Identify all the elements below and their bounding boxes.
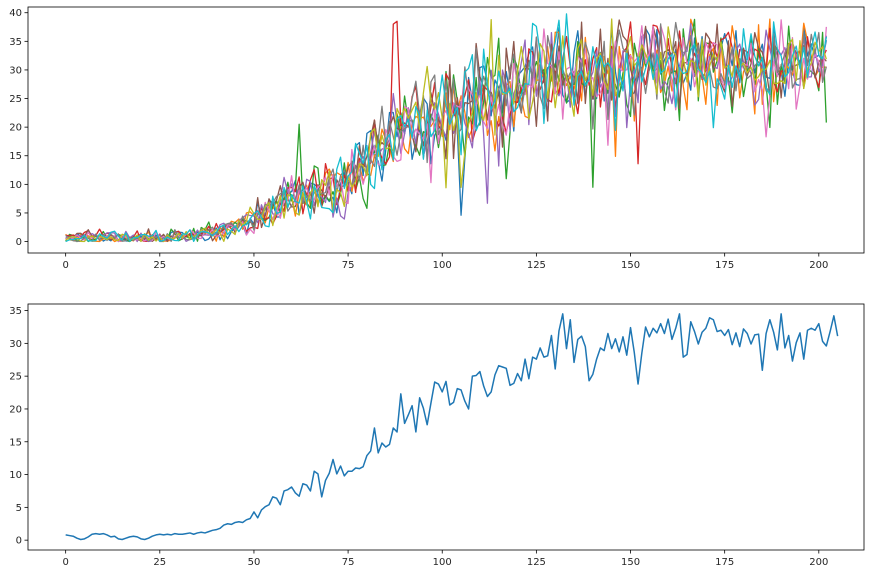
x-tick-label: 25 bbox=[153, 557, 166, 568]
x-tick-label: 75 bbox=[342, 260, 355, 271]
y-tick-label: 10 bbox=[9, 180, 22, 191]
x-tick-label: 200 bbox=[809, 260, 828, 271]
x-tick-label: 175 bbox=[715, 557, 734, 568]
x-tick-label: 0 bbox=[62, 557, 68, 568]
y-tick-label: 30 bbox=[9, 65, 22, 76]
y-tick-label: 5 bbox=[16, 208, 22, 219]
y-tick-label: 15 bbox=[9, 437, 22, 448]
bottom-y-axis: 0 5 10 15 20 25 30 35 bbox=[9, 306, 28, 547]
y-tick-label: 25 bbox=[9, 372, 22, 383]
x-tick-label: 100 bbox=[433, 557, 452, 568]
y-tick-label: 5 bbox=[16, 503, 22, 514]
x-tick-label: 50 bbox=[248, 557, 261, 568]
x-tick-label: 100 bbox=[433, 260, 452, 271]
top-chart-panel: 0 25 50 75 100 125 150 175 200 0 5 10 15 20 25 30 35 40 bbox=[9, 6, 865, 271]
x-tick-label: 125 bbox=[527, 260, 546, 271]
y-tick-label: 20 bbox=[9, 404, 22, 415]
y-tick-label: 15 bbox=[9, 151, 22, 162]
top-y-axis: 0 5 10 15 20 25 30 35 40 bbox=[9, 8, 28, 248]
x-tick-label: 0 bbox=[62, 260, 68, 271]
bottom-axes-frame bbox=[27, 303, 865, 551]
y-tick-label: 10 bbox=[9, 470, 22, 481]
x-tick-label: 200 bbox=[809, 557, 828, 568]
y-tick-label: 0 bbox=[16, 536, 22, 547]
x-tick-label: 25 bbox=[153, 260, 166, 271]
y-tick-label: 25 bbox=[9, 94, 22, 105]
mean-score-line bbox=[65, 313, 839, 541]
x-tick-label: 125 bbox=[527, 557, 546, 568]
bottom-plot-area bbox=[65, 313, 839, 541]
x-tick-label: 150 bbox=[621, 260, 640, 271]
y-tick-label: 30 bbox=[9, 339, 22, 350]
bottom-chart-panel: 0 25 50 75 100 125 150 175 200 0 5 10 15 20 25 30 35 bbox=[9, 303, 865, 568]
x-tick-label: 175 bbox=[715, 260, 734, 271]
y-tick-label: 20 bbox=[9, 123, 22, 134]
top-axes-frame bbox=[27, 6, 865, 254]
y-tick-label: 35 bbox=[9, 306, 22, 317]
series-line-10 bbox=[65, 13, 827, 243]
x-tick-label: 50 bbox=[248, 260, 261, 271]
x-tick-label: 75 bbox=[342, 557, 355, 568]
top-plot-area bbox=[65, 13, 827, 243]
y-tick-label: 35 bbox=[9, 37, 22, 48]
top-x-axis: 0 25 50 75 100 125 150 175 200 bbox=[62, 253, 828, 271]
y-tick-label: 40 bbox=[9, 8, 22, 19]
y-tick-label: 0 bbox=[16, 237, 22, 248]
x-tick-label: 150 bbox=[621, 557, 640, 568]
bottom-x-axis: 0 25 50 75 100 125 150 175 200 bbox=[62, 550, 828, 568]
